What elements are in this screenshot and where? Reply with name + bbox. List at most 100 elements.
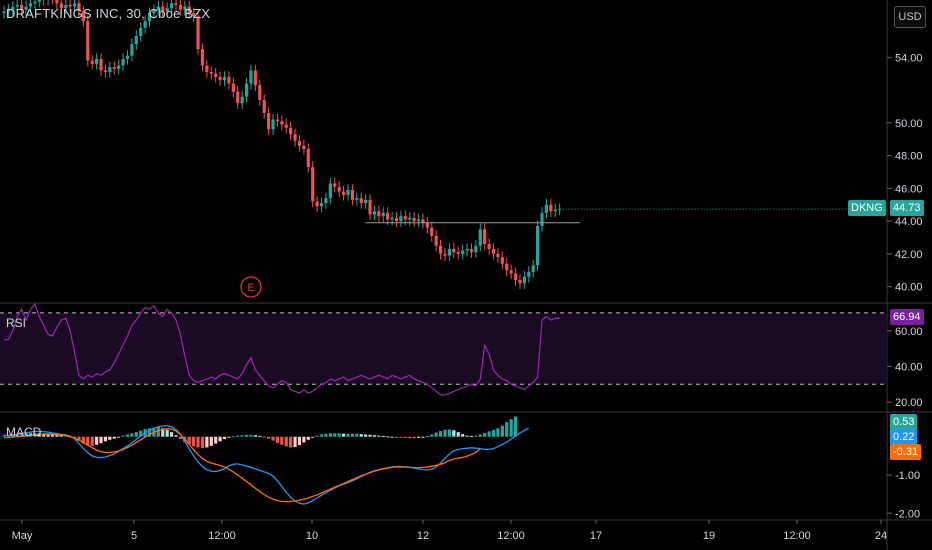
candle-body xyxy=(222,76,227,81)
macd-histogram-bar xyxy=(505,422,509,437)
macd-histogram-bar xyxy=(328,433,332,437)
macd-histogram-bar xyxy=(447,429,452,437)
candle-body xyxy=(24,6,28,10)
candle-body xyxy=(165,8,169,12)
candle-body xyxy=(465,248,469,251)
candle-body xyxy=(258,85,262,100)
macd-histogram-bar xyxy=(15,434,19,437)
macd-histogram-bar xyxy=(297,436,302,446)
price-tick-label: 44.00 xyxy=(895,216,923,228)
candle-body xyxy=(306,149,310,168)
macd-line xyxy=(4,424,530,505)
macd-histogram-bar xyxy=(408,436,412,439)
candle-body xyxy=(399,216,403,222)
macd-signal-badge: -0.31 xyxy=(890,444,922,460)
candle-body xyxy=(139,27,143,37)
candle-body xyxy=(390,217,394,220)
candle-body xyxy=(59,3,63,9)
macd-histogram-bar xyxy=(284,436,288,447)
rsi-line xyxy=(4,302,560,396)
candle-body xyxy=(253,70,257,86)
macd-histogram-bar xyxy=(156,427,160,437)
macd-histogram-bar xyxy=(452,430,456,437)
time-tick-label: May xyxy=(12,530,33,542)
macd-histogram-bar xyxy=(496,428,500,437)
macd-histogram-bar xyxy=(275,436,280,443)
macd-histogram-bar xyxy=(236,435,240,437)
candle-body xyxy=(478,229,482,246)
candle-body xyxy=(549,204,553,212)
candle-body xyxy=(522,276,526,284)
candle-body xyxy=(553,209,557,212)
macd-histogram-bar xyxy=(55,434,59,437)
macd-histogram-bar xyxy=(337,433,341,437)
candle-body xyxy=(346,189,350,195)
candle-body xyxy=(505,263,509,271)
candle-body xyxy=(483,229,487,245)
macd-histogram-bar xyxy=(112,436,116,439)
candle-body xyxy=(214,73,218,77)
macd-histogram-bar xyxy=(289,436,293,448)
price-tick-label: 46.00 xyxy=(895,183,923,195)
candle-body xyxy=(178,4,182,10)
rsi-tick-label: 20.00 xyxy=(895,397,923,409)
price-tick-label: 50.00 xyxy=(895,118,923,130)
macd-histogram-bar xyxy=(99,436,103,444)
candle-body xyxy=(227,76,231,84)
candle-body xyxy=(187,6,191,14)
macd-histogram-bar xyxy=(42,433,46,437)
macd-histogram-bar xyxy=(2,435,6,437)
candle-body xyxy=(209,72,213,74)
macd-histogram-bar xyxy=(134,432,138,437)
macd-histogram-bar xyxy=(438,430,443,437)
macd-histogram-bar xyxy=(174,435,178,437)
candle-body xyxy=(280,121,284,125)
candle-body xyxy=(284,124,288,128)
candle-body xyxy=(205,65,209,73)
candle-body xyxy=(443,253,447,256)
macd-histogram-bar xyxy=(412,436,416,439)
candle-body xyxy=(333,183,337,187)
candle-body xyxy=(377,211,381,217)
candle-body xyxy=(456,252,460,254)
macd-histogram-bar xyxy=(350,433,354,437)
candle-body xyxy=(518,280,522,284)
macd-histogram-bar xyxy=(487,431,491,437)
macd-histogram-bar xyxy=(20,433,24,437)
candle-body xyxy=(469,248,474,253)
macd-histogram-bar xyxy=(271,436,275,441)
candle-body xyxy=(130,44,134,56)
rsi-tick-label: 60.00 xyxy=(895,326,923,338)
currency-button[interactable]: USD xyxy=(894,6,926,28)
candle-body xyxy=(174,3,178,5)
candle-body xyxy=(218,76,222,81)
candle-body xyxy=(531,265,535,272)
candle-body xyxy=(200,49,205,66)
macd-histogram-bar xyxy=(214,436,218,444)
candle-body xyxy=(359,198,363,204)
time-tick-label: 12:00 xyxy=(497,530,525,542)
candle-body xyxy=(536,226,540,266)
macd-histogram-bar xyxy=(474,435,478,437)
last-price-badge: 44.73 xyxy=(890,200,924,216)
candle-body xyxy=(121,58,125,66)
candle-body xyxy=(452,248,456,253)
macd-histogram-bar xyxy=(218,436,222,442)
macd-histogram-bar xyxy=(469,435,474,437)
candle-body xyxy=(240,96,244,104)
candle-body xyxy=(249,70,253,84)
candle-body xyxy=(20,4,24,10)
candle-body xyxy=(487,244,491,249)
macd-histogram-bar xyxy=(443,429,447,437)
candle-body xyxy=(434,235,438,246)
macd-histogram-bar xyxy=(121,435,125,437)
macd-histogram-bar xyxy=(500,425,504,437)
candle-body xyxy=(394,217,399,222)
price-tick-label: 42.00 xyxy=(895,249,923,261)
candle-body xyxy=(275,119,280,122)
macd-histogram-bar xyxy=(50,434,55,437)
macd-histogram-bar xyxy=(302,436,306,443)
time-tick-label: 19 xyxy=(703,530,715,542)
macd-histogram-bar xyxy=(24,432,28,437)
